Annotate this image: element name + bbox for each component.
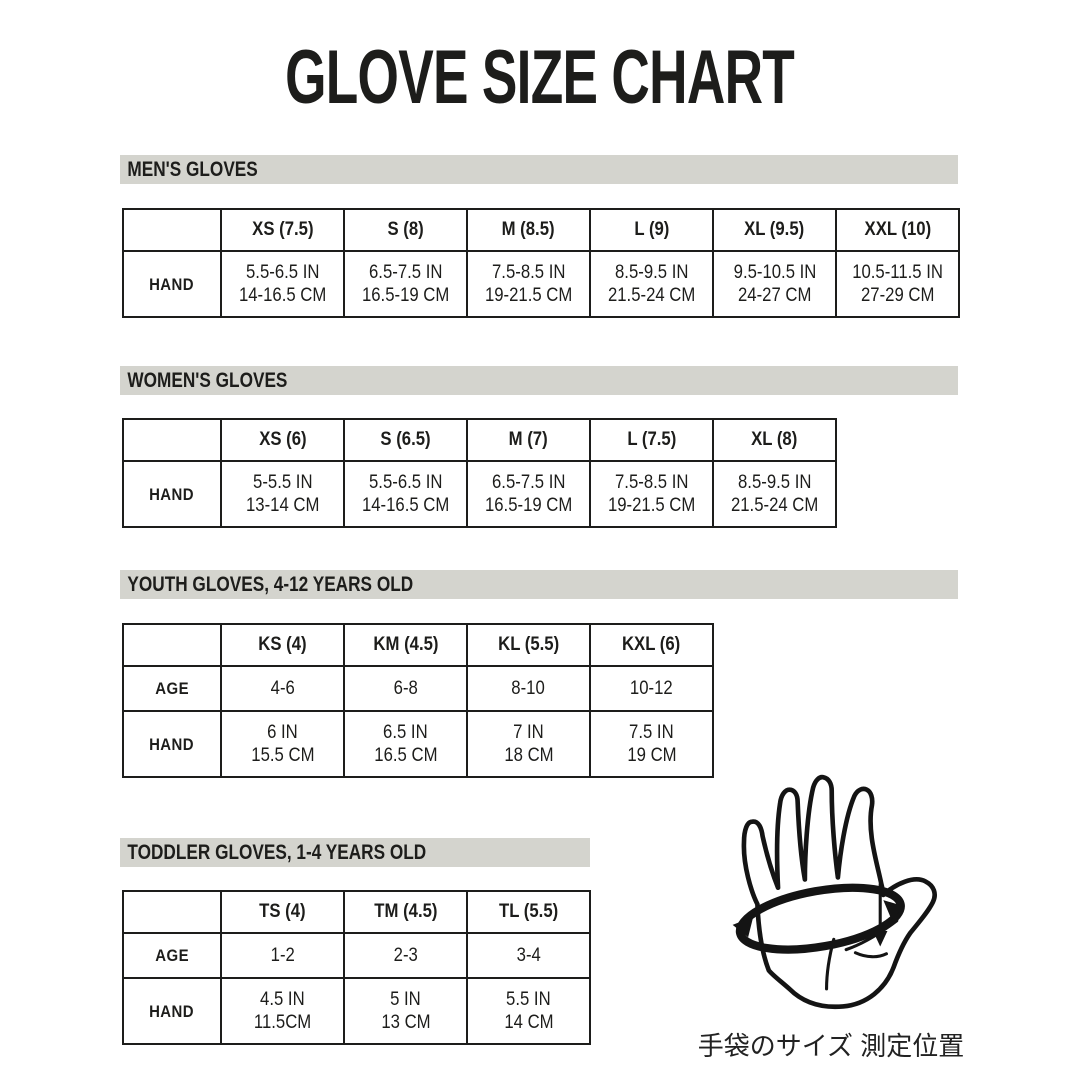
youth-header-row: KS (4) KM (4.5) KL (5.5) KXL (6) [122,623,714,667]
youth-age-cell: 4-6 [220,665,345,712]
womens-hand-cell: 5-5.5 IN 13-14 CM [220,460,345,528]
section-header-toddler-label: TODDLER GLOVES, 1-4 YEARS OLD [127,841,427,864]
womens-hand-row: HAND 5-5.5 IN 13-14 CM 5.5-6.5 IN 14-16.5 … [122,460,837,528]
toddler-age-cell: 2-3 [343,932,468,979]
section-header-womens-label: WOMEN'S GLOVES [127,369,288,392]
toddler-col-header: TM (4.5) [343,890,468,934]
mens-col-header: XL (9.5) [712,208,837,252]
measure-drop-arrowhead [872,931,888,947]
toddler-hand-row-label: HAND [122,977,222,1045]
section-header-toddler: TODDLER GLOVES, 1-4 YEARS OLD [120,838,590,867]
youth-age-cell: 6-8 [343,665,468,712]
mens-hand-cell: 10.5-11.5 IN 27-29 CM [835,250,960,318]
womens-col-header: S (6.5) [343,418,468,462]
section-header-youth: YOUTH GLOVES, 4-12 YEARS OLD [120,570,958,599]
toddler-hand-cell: 5 IN 13 CM [343,977,468,1045]
womens-col-header: XL (8) [712,418,837,462]
measure-caption: 手袋のサイズ 測定位置 [697,1031,965,1061]
womens-col-header: L (7.5) [589,418,714,462]
toddler-header-row: TS (4) TM (4.5) TL (5.5) [122,890,591,934]
mens-size-table: XS (7.5) S (8) M (8.5) L (9) XL (9.5) XX… [122,208,960,318]
youth-size-table: KS (4) KM (4.5) KL (5.5) KXL (6) AGE 4-6… [122,623,714,778]
womens-hand-cell: 8.5-9.5 IN 21.5-24 CM [712,460,837,528]
youth-hand-cell: 6.5 IN 16.5 CM [343,710,468,778]
page-title: GLOVE SIZE CHART [0,34,1080,121]
womens-size-table: XS (6) S (6.5) M (7) L (7.5) XL (8) HAND… [122,418,837,528]
youth-hand-cell: 6 IN 15.5 CM [220,710,345,778]
mens-header-row: XS (7.5) S (8) M (8.5) L (9) XL (9.5) XX… [122,208,960,252]
section-header-mens: MEN'S GLOVES [120,155,958,184]
mens-hand-cell: 9.5-10.5 IN 24-27 CM [712,250,837,318]
youth-hand-row-label: HAND [122,710,222,778]
measure-drop-line [872,883,888,947]
mens-hand-cell: 8.5-9.5 IN 21.5-24 CM [589,250,714,318]
toddler-age-cell: 1-2 [220,932,345,979]
page-title-text: GLOVE SIZE CHART [285,35,795,120]
womens-hand-cell: 5.5-6.5 IN 14-16.5 CM [343,460,468,528]
youth-hand-row: HAND 6 IN 15.5 CM 6.5 IN 16.5 CM 7 IN 18 CM… [122,710,714,778]
mens-corner-cell [122,208,222,252]
measure-band-arrow [732,883,905,954]
toddler-hand-cell: 5.5 IN 14 CM [466,977,591,1045]
youth-age-row: AGE 4-6 6-8 8-10 10-12 [122,665,714,712]
mens-col-header: XS (7.5) [220,208,345,252]
section-header-womens: WOMEN'S GLOVES [120,366,958,395]
mens-col-header: L (9) [589,208,714,252]
toddler-age-row: AGE 1-2 2-3 3-4 [122,932,591,979]
mens-hand-row-label: HAND [122,250,222,318]
toddler-size-table: TS (4) TM (4.5) TL (5.5) AGE 1-2 2-3 3-4… [122,890,591,1045]
mens-col-header: M (8.5) [466,208,591,252]
womens-hand-cell: 7.5-8.5 IN 19-21.5 CM [589,460,714,528]
toddler-corner-cell [122,890,222,934]
womens-corner-cell [122,418,222,462]
toddler-age-cell: 3-4 [466,932,591,979]
youth-hand-cell: 7 IN 18 CM [466,710,591,778]
womens-col-header: M (7) [466,418,591,462]
section-header-mens-label: MEN'S GLOVES [127,158,258,181]
youth-age-cell: 8-10 [466,665,591,712]
toddler-age-row-label: AGE [122,932,222,979]
toddler-col-header: TL (5.5) [466,890,591,934]
youth-age-row-label: AGE [122,665,222,712]
womens-header-row: XS (6) S (6.5) M (7) L (7.5) XL (8) [122,418,837,462]
mens-hand-row: HAND 5.5-6.5 IN 14-16.5 CM 6.5-7.5 IN 16.5… [122,250,960,318]
section-header-youth-label: YOUTH GLOVES, 4-12 YEARS OLD [127,573,414,596]
youth-age-cell: 10-12 [589,665,714,712]
toddler-col-header: TS (4) [220,890,345,934]
youth-corner-cell [122,623,222,667]
measure-band-arrowhead-right [883,900,904,920]
toddler-hand-row: HAND 4.5 IN 11.5CM 5 IN 13 CM 5.5 IN 14 CM [122,977,591,1045]
mens-hand-cell: 5.5-6.5 IN 14-16.5 CM [220,250,345,318]
mens-col-header: S (8) [343,208,468,252]
youth-col-header: KL (5.5) [466,623,591,667]
measure-band-arrowhead-left [732,916,754,938]
womens-hand-cell: 6.5-7.5 IN 16.5-19 CM [466,460,591,528]
hand-measurement-illustration [732,774,937,1010]
womens-col-header: XS (6) [220,418,345,462]
mens-col-header: XXL (10) [835,208,960,252]
palm-crease-base [853,951,888,959]
womens-hand-row-label: HAND [122,460,222,528]
mens-hand-cell: 7.5-8.5 IN 19-21.5 CM [466,250,591,318]
toddler-hand-cell: 4.5 IN 11.5CM [220,977,345,1045]
youth-col-header: KXL (6) [589,623,714,667]
youth-col-header: KS (4) [220,623,345,667]
mens-hand-cell: 6.5-7.5 IN 16.5-19 CM [343,250,468,318]
youth-hand-cell: 7.5 IN 19 CM [589,710,714,778]
youth-col-header: KM (4.5) [343,623,468,667]
